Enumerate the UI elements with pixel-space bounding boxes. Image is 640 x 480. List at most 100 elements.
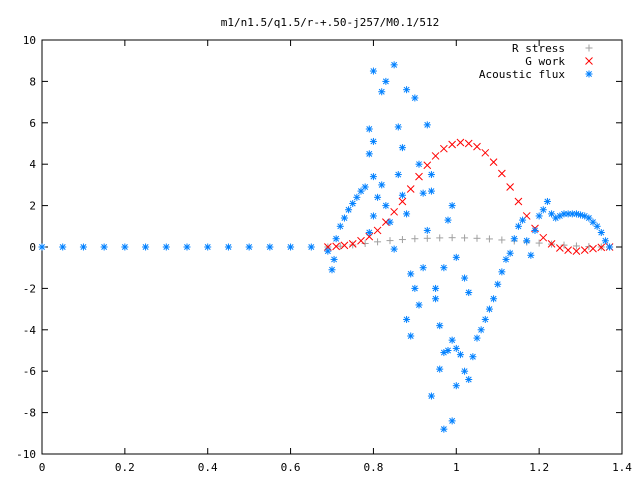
series-g-work	[324, 138, 614, 255]
data-point	[365, 150, 373, 158]
x-tick-label: 1	[453, 461, 460, 474]
data-point	[440, 425, 448, 433]
data-point	[519, 216, 527, 224]
data-point	[365, 125, 373, 133]
y-tick-label: -8	[23, 407, 36, 420]
data-point	[547, 240, 556, 248]
data-point	[407, 270, 415, 278]
series-acoustic-flux	[38, 61, 614, 433]
data-point	[473, 142, 481, 151]
data-point	[506, 249, 514, 257]
data-point	[531, 226, 539, 234]
data-point	[357, 236, 365, 245]
data-point	[452, 344, 460, 352]
data-point	[373, 226, 382, 235]
x-tick-label: 0.2	[115, 461, 135, 474]
data-point	[539, 233, 548, 242]
data-point	[498, 236, 506, 244]
plot-frame	[41, 39, 623, 455]
data-point	[245, 243, 253, 251]
data-point	[378, 181, 386, 189]
data-point	[403, 315, 411, 323]
data-point	[423, 161, 432, 170]
x-tick-label: 1.2	[529, 461, 549, 474]
data-point	[452, 253, 460, 261]
data-point	[481, 148, 490, 157]
data-point	[498, 268, 506, 276]
data-point	[390, 245, 398, 253]
data-point	[490, 295, 498, 303]
y-tick-label: 6	[29, 117, 36, 130]
data-point	[419, 189, 427, 197]
data-point	[556, 244, 564, 252]
y-tick-label: 0	[29, 241, 36, 254]
legend-label: R stress	[512, 42, 565, 55]
x-tick-label: 1.4	[612, 461, 632, 474]
x-tick-label: 0.6	[281, 461, 301, 474]
data-point	[597, 243, 606, 252]
data-point	[374, 193, 382, 201]
data-point	[386, 237, 394, 245]
x-tick-label: 0.4	[198, 461, 218, 474]
data-point	[580, 246, 589, 254]
data-point	[415, 160, 423, 168]
data-point	[353, 193, 361, 201]
data-point	[448, 336, 456, 344]
data-point	[494, 280, 502, 288]
data-point	[469, 353, 477, 361]
data-point	[394, 123, 402, 131]
data-point	[456, 138, 465, 147]
data-point	[448, 202, 456, 210]
data-point	[572, 247, 581, 255]
data-point	[398, 191, 406, 199]
data-point	[527, 251, 535, 259]
data-point	[606, 243, 614, 251]
data-point	[79, 243, 87, 251]
data-point	[506, 183, 514, 191]
data-point	[361, 239, 369, 247]
data-point	[415, 172, 423, 181]
data-point	[340, 214, 348, 222]
y-tick-label: -4	[23, 324, 37, 337]
data-point	[523, 237, 531, 245]
y-tick-label: 2	[29, 200, 36, 213]
data-point	[415, 301, 423, 309]
data-point	[543, 197, 551, 205]
data-point	[448, 234, 456, 242]
data-marks	[38, 61, 614, 433]
data-point	[601, 237, 609, 245]
legend-marker	[585, 70, 593, 78]
data-point	[423, 226, 431, 234]
data-point	[423, 121, 431, 129]
data-point	[481, 315, 489, 323]
data-point	[539, 206, 547, 214]
data-point	[59, 243, 67, 251]
data-point	[473, 234, 481, 242]
data-point	[204, 243, 212, 251]
data-point	[419, 264, 427, 272]
y-tick-label: 8	[29, 75, 36, 88]
data-point	[349, 241, 357, 249]
data-point	[485, 235, 493, 243]
data-point	[440, 144, 448, 153]
data-point	[369, 212, 377, 220]
data-point	[382, 202, 390, 210]
legend-label: Acoustic flux	[479, 68, 565, 81]
data-point	[378, 88, 386, 96]
data-point	[572, 242, 580, 250]
data-point	[444, 216, 452, 224]
data-point	[461, 367, 469, 375]
y-tick-label: -2	[23, 282, 36, 295]
data-point	[597, 229, 605, 237]
data-point	[485, 305, 493, 313]
data-point	[432, 295, 440, 303]
y-tick-label: 10	[23, 34, 36, 47]
data-point	[332, 242, 340, 251]
data-point	[436, 322, 444, 330]
data-point	[502, 255, 510, 263]
legend-marker	[585, 57, 593, 65]
x-tick-label: 0	[39, 461, 46, 474]
data-point	[398, 236, 406, 244]
